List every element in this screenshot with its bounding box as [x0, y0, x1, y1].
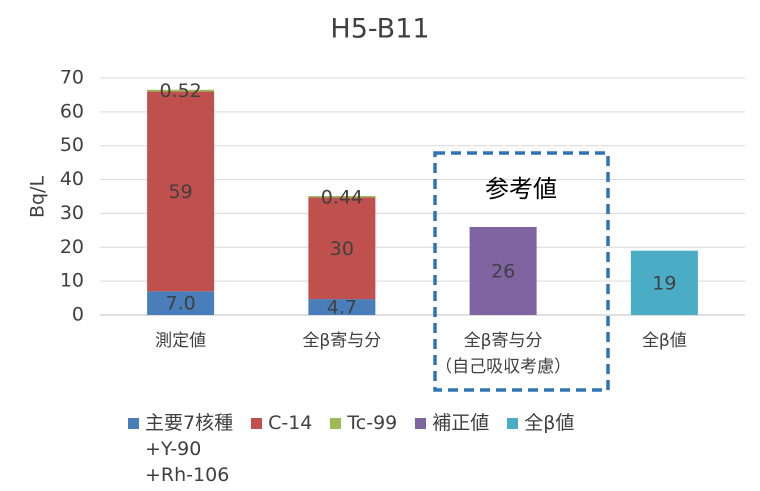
bar-segment [469, 226, 537, 315]
data-label: 0.52 [159, 80, 201, 102]
bar-segment [147, 89, 215, 92]
legend-swatch [128, 418, 139, 429]
x-tick-label: 全β寄与分 [302, 331, 382, 351]
legend-label: 主要7核種 +Y-90 +Rh-106 [145, 412, 234, 486]
y-tick-label: 50 [60, 134, 84, 156]
y-tick-label: 40 [60, 168, 84, 190]
bar-segment [147, 91, 215, 292]
legend-label: 全β値 [524, 412, 575, 434]
y-tick-label: 70 [60, 67, 84, 89]
bar-segment [308, 196, 376, 198]
legend-label: C-14 [268, 412, 313, 434]
legend-label: 補正値 [432, 412, 490, 434]
data-label: 7.0 [166, 293, 196, 315]
legend-label: Tc-99 [347, 412, 398, 434]
legend-item: C-14 [251, 410, 312, 488]
y-tick-label: 0 [72, 304, 84, 326]
y-tick-label: 10 [60, 270, 84, 292]
y-tick-label: 60 [60, 100, 84, 122]
legend: 主要7核種 +Y-90 +Rh-106 C-14 Tc-99 補正値 全β値 [128, 410, 574, 488]
bar-segment [147, 291, 215, 315]
data-label: 59 [169, 181, 193, 203]
bar-segment [308, 197, 376, 300]
legend-swatch [507, 418, 519, 429]
x-tick-label: 全β寄与分 （自己吸収考慮） [435, 331, 572, 377]
y-axis-label: Bq/L [27, 176, 49, 218]
data-label: 30 [330, 238, 354, 260]
bar-segment [630, 250, 698, 315]
legend-swatch [251, 418, 263, 429]
legend-item: Tc-99 [330, 410, 397, 488]
legend-item: 主要7核種 +Y-90 +Rh-106 [128, 410, 233, 488]
data-label: 0.44 [321, 186, 363, 208]
legend-swatch [330, 418, 342, 429]
data-label: 4.7 [327, 297, 357, 319]
bar-segment [308, 299, 376, 315]
y-tick-label: 30 [60, 202, 84, 224]
chart-title: H5-B11 [330, 14, 429, 45]
reference-box [433, 151, 610, 392]
data-label: 19 [652, 272, 676, 294]
x-tick-label: 測定値 [155, 331, 207, 351]
data-label: 26 [491, 260, 515, 282]
annotation: 参考値 [485, 175, 557, 203]
y-tick-label: 20 [60, 236, 84, 258]
x-tick-label: 全β値 [641, 331, 687, 351]
legend-item: 補正値 [415, 410, 489, 488]
legend-swatch [415, 418, 427, 429]
legend-item: 全β値 [507, 410, 574, 488]
